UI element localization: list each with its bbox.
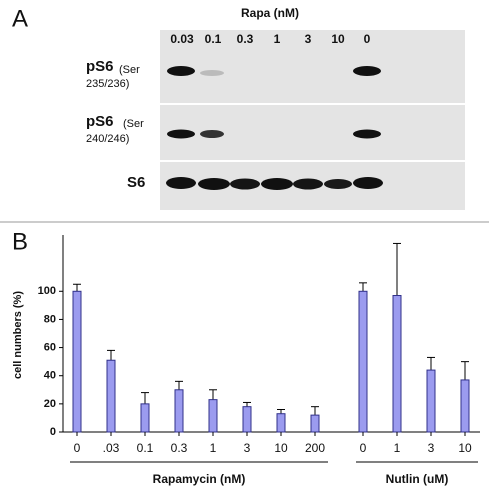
bar <box>310 414 320 433</box>
bar <box>106 359 116 433</box>
bar <box>426 369 436 433</box>
bar <box>140 403 150 433</box>
panel-label: B <box>12 228 28 255</box>
blot-header: Rapa (nM) <box>241 6 299 20</box>
lane-label: 0.3 <box>237 32 254 46</box>
bands <box>166 66 383 190</box>
x-tick-label: 1 <box>394 441 401 455</box>
band <box>198 178 230 190</box>
x-tick-label: 3 <box>244 441 251 455</box>
bar <box>208 399 218 433</box>
x-tick-label: 0 <box>74 441 81 455</box>
x-tick-label: 10 <box>458 441 472 455</box>
bar <box>72 290 82 433</box>
x-tick-label: 3 <box>428 441 435 455</box>
lane-label: 0 <box>364 32 371 46</box>
band <box>353 66 381 76</box>
band <box>167 66 195 76</box>
group-label: Rapamycin (nM) <box>153 472 246 486</box>
row-name: pS6 <box>86 58 114 75</box>
band <box>353 177 383 189</box>
row-sub: 240/246) <box>86 133 129 145</box>
band <box>166 177 196 189</box>
y-axis-label: cell numbers (%) <box>12 291 24 379</box>
band <box>293 178 323 190</box>
lane-label: 3 <box>305 32 312 46</box>
row-sub: (Ser <box>119 64 140 76</box>
band <box>261 178 293 190</box>
x-tick-label: 1 <box>210 441 217 455</box>
y-tick-label: 80 <box>44 313 56 325</box>
row-name: S6 <box>127 174 145 191</box>
bar <box>242 406 252 433</box>
bar <box>392 295 402 433</box>
lane-label: 1 <box>274 32 281 46</box>
x-tick-label: 0.1 <box>137 441 154 455</box>
bar <box>358 290 368 433</box>
y-tick-label: 0 <box>50 426 56 438</box>
y-tick-label: 60 <box>44 341 56 353</box>
x-tick-label: .03 <box>103 441 120 455</box>
lane-label: 0.03 <box>170 32 194 46</box>
band <box>230 178 260 190</box>
x-tick-label: 0 <box>360 441 367 455</box>
band <box>353 129 381 139</box>
x-tick-label: 10 <box>274 441 288 455</box>
x-tick-label: 200 <box>305 441 325 455</box>
row-name: pS6 <box>86 113 114 130</box>
band <box>167 129 195 139</box>
bar <box>460 379 470 433</box>
x-tick-label: 0.3 <box>171 441 188 455</box>
band <box>324 179 352 189</box>
bar <box>276 413 286 433</box>
group-label: Nutlin (uM) <box>386 472 449 486</box>
bar <box>174 389 184 433</box>
y-tick-label: 100 <box>38 285 56 297</box>
y-tick-label: 20 <box>44 398 56 410</box>
band <box>200 130 224 138</box>
y-tick-label: 40 <box>44 370 56 382</box>
band <box>200 70 224 76</box>
lane-label: 0.1 <box>205 32 222 46</box>
row-sub: 235/236) <box>86 78 129 90</box>
row-sub: (Ser <box>123 118 144 130</box>
lane-label: 10 <box>331 32 345 46</box>
panel-label: A <box>12 5 28 32</box>
